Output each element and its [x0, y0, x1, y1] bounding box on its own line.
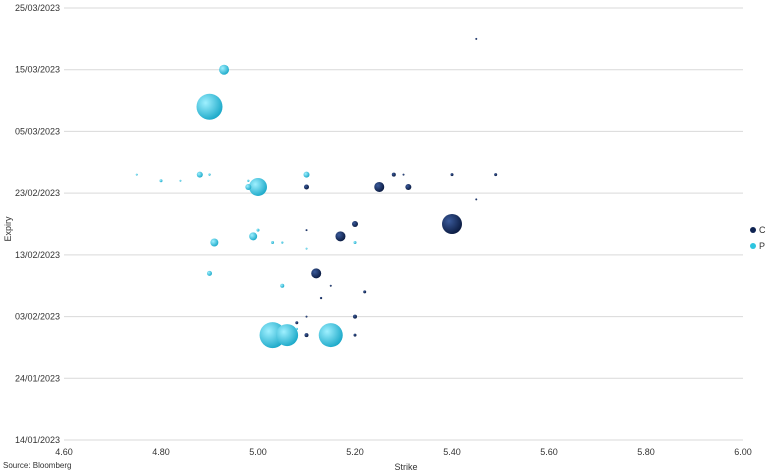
- bubble-p: [219, 64, 230, 75]
- bubble-c: [405, 183, 412, 190]
- bubble-p: [303, 171, 310, 178]
- legend-swatch-c: [750, 227, 756, 233]
- bubble-c: [363, 290, 367, 294]
- bubble-c: [304, 184, 309, 190]
- bubble-p: [318, 323, 343, 348]
- y-tick-label: 05/03/2023: [15, 126, 60, 136]
- bubble-c: [391, 172, 396, 177]
- bubble-p: [159, 179, 163, 183]
- bubble-p: [135, 173, 138, 176]
- bubble-c: [304, 333, 309, 338]
- bubble-p: [280, 283, 285, 288]
- bubble-p: [196, 171, 203, 178]
- y-axis-ticks: 14/01/2023 24/01/2023 03/02/2023 13/02/2023…: [15, 3, 60, 445]
- y-tick-label: 23/02/2023: [15, 188, 60, 198]
- bubble-c: [494, 173, 498, 177]
- x-axis-title: Strike: [394, 462, 417, 472]
- bubble-c: [311, 268, 322, 279]
- chart-legend: C P: [750, 222, 766, 254]
- y-tick-label: 03/02/2023: [15, 312, 60, 322]
- bubble-c: [319, 296, 323, 300]
- source-note: Source: Bloomberg: [3, 461, 72, 470]
- x-tick-label: 5.00: [249, 447, 267, 457]
- bubble-p: [295, 327, 298, 331]
- x-tick-label: 6.00: [734, 447, 752, 457]
- bubble-p: [249, 177, 267, 196]
- x-tick-label: 4.60: [55, 447, 73, 457]
- bubble-c: [335, 231, 346, 242]
- y-tick-label: 13/02/2023: [15, 250, 60, 260]
- x-tick-label: 5.80: [637, 447, 655, 457]
- bubble-p: [179, 179, 182, 182]
- bubble-p: [196, 93, 223, 120]
- bubble-c: [402, 173, 405, 176]
- bubble-p: [305, 247, 308, 250]
- bubble-c: [353, 314, 357, 319]
- bubble-p: [210, 238, 219, 247]
- legend-label-p: P: [759, 241, 766, 251]
- bubble-p: [208, 173, 211, 176]
- bubble-marks: [135, 37, 498, 349]
- bubble-c: [475, 37, 478, 40]
- legend-label-c: C: [759, 225, 766, 235]
- bubble-p: [256, 228, 260, 232]
- bubble-p: [353, 241, 357, 245]
- bubble-c: [475, 198, 478, 201]
- horizontal-gridlines: [64, 7, 743, 441]
- bubble-c: [374, 181, 385, 192]
- bubble-c: [305, 229, 308, 232]
- bubble-p: [247, 179, 250, 182]
- bubble-p: [249, 232, 258, 241]
- y-tick-label: 14/01/2023: [15, 435, 60, 445]
- bubble-c: [353, 333, 357, 337]
- legend-item-c: C: [750, 222, 766, 238]
- bubble-c: [442, 214, 462, 234]
- bubble-p: [245, 183, 252, 190]
- legend-swatch-p: [750, 243, 756, 249]
- bubble-c: [305, 315, 308, 318]
- bubble-p: [271, 241, 275, 245]
- bubble-p: [276, 324, 299, 347]
- x-tick-label: 4.80: [152, 447, 170, 457]
- bubble-c: [329, 284, 332, 287]
- x-tick-label: 5.60: [540, 447, 558, 457]
- x-tick-label: 5.40: [443, 447, 461, 457]
- bubble-p: [207, 270, 212, 276]
- y-tick-label: 25/03/2023: [15, 3, 60, 13]
- legend-item-p: P: [750, 238, 766, 254]
- x-axis-ticks: 4.60 4.80 5.00 5.20 5.40 5.60 5.80 6.00: [55, 447, 752, 457]
- y-tick-label: 15/03/2023: [15, 65, 60, 75]
- y-axis-title: Expiry: [3, 216, 13, 242]
- bubble-c: [450, 173, 454, 177]
- bubble-c: [352, 221, 358, 227]
- x-tick-label: 5.20: [346, 447, 364, 457]
- y-tick-label: 24/01/2023: [15, 373, 60, 383]
- bubble-c: [295, 321, 299, 325]
- bubble-p: [281, 241, 284, 244]
